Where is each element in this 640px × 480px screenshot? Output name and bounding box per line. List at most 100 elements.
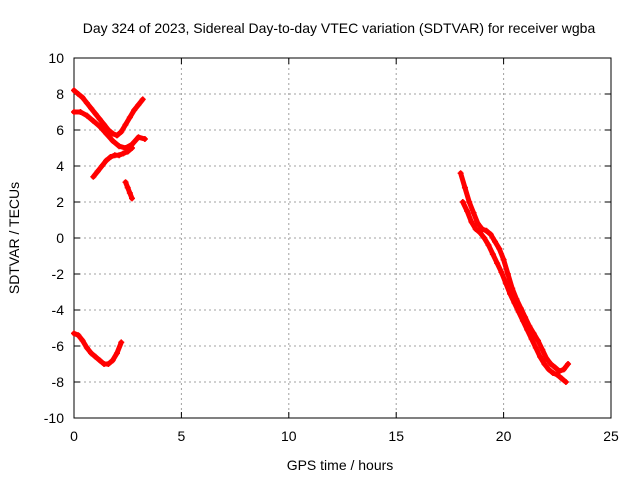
data-point <box>109 357 116 364</box>
data-point <box>77 109 84 115</box>
data-point <box>71 330 77 337</box>
data-point <box>459 199 466 205</box>
data-point <box>476 229 483 236</box>
data-point <box>496 245 503 252</box>
y-axis-label: SDTVAR / TECUs <box>6 182 22 294</box>
data-point <box>94 168 101 175</box>
data-point <box>118 128 125 135</box>
data-point <box>109 130 116 137</box>
data-point <box>75 332 82 339</box>
data-point <box>485 242 492 249</box>
data-point <box>464 208 471 214</box>
y-tick-label: 8 <box>56 86 64 102</box>
series-late-parallel-trace <box>459 199 569 385</box>
data-point <box>524 326 531 333</box>
data-point <box>103 157 110 164</box>
data-point <box>71 109 77 115</box>
data-point <box>457 170 464 177</box>
y-tick-label: 6 <box>56 122 64 138</box>
y-tick-label: -10 <box>44 410 64 426</box>
data-point <box>83 344 90 351</box>
x-tick-label: 20 <box>496 428 512 444</box>
data-point <box>83 100 90 106</box>
data-point <box>131 107 138 114</box>
x-tick-label: 5 <box>178 428 186 444</box>
data-point <box>565 361 572 367</box>
data-point <box>141 136 148 142</box>
data-point <box>90 173 97 180</box>
y-tick-label: -4 <box>52 302 65 318</box>
data-point <box>71 87 77 94</box>
data-point <box>494 260 501 267</box>
data-point <box>547 361 554 367</box>
data-point <box>113 350 120 357</box>
data-point <box>552 364 559 371</box>
data-point <box>539 346 546 353</box>
x-tick-label: 15 <box>388 428 404 444</box>
data-point <box>461 184 468 191</box>
axis-ticks: 0 5 10 15 20 25 -10 -8 -6 -4 -2 0 2 4 6 8 10 <box>44 50 619 444</box>
data-point <box>116 143 123 150</box>
data-point <box>96 123 103 130</box>
data-point <box>113 132 120 139</box>
data-point <box>88 350 95 357</box>
data-point <box>90 118 97 124</box>
data-point <box>519 317 526 324</box>
data-point <box>105 361 112 367</box>
data-point <box>532 344 539 351</box>
data-point <box>124 184 131 191</box>
data-point <box>472 226 479 232</box>
data-point <box>88 105 95 112</box>
x-tick-label: 10 <box>281 428 297 444</box>
grid-lines <box>74 58 611 418</box>
data-point <box>498 269 505 276</box>
data-point <box>511 299 518 306</box>
data-point <box>504 271 511 277</box>
data-point <box>507 290 514 297</box>
data-point <box>79 94 86 101</box>
data-points <box>71 87 572 385</box>
data-point <box>562 379 569 385</box>
y-tick-label: 4 <box>56 158 64 174</box>
x-tick-label: 25 <box>603 428 619 444</box>
data-point <box>489 251 496 258</box>
data-point <box>556 368 563 375</box>
data-point <box>492 238 499 245</box>
data-point <box>92 110 99 117</box>
data-point <box>470 209 477 216</box>
data-point <box>554 371 561 378</box>
data-point <box>528 335 535 342</box>
series-early-upper-trace <box>71 87 146 139</box>
data-point <box>101 121 108 128</box>
data-point <box>545 366 552 373</box>
data-point <box>543 355 550 362</box>
data-point <box>466 199 473 205</box>
y-tick-label: 2 <box>56 194 64 210</box>
data-point <box>126 190 133 196</box>
series-early-middle-trace <box>71 109 148 151</box>
data-point <box>500 256 507 263</box>
data-point <box>541 361 548 367</box>
data-point <box>515 308 522 315</box>
y-tick-label: -2 <box>52 266 65 282</box>
data-point <box>483 227 490 234</box>
data-point <box>487 231 494 238</box>
chart-title: Day 324 of 2023, Sidereal Day-to-day VTE… <box>83 20 596 36</box>
data-point <box>468 218 475 225</box>
data-point <box>128 145 135 151</box>
y-tick-label: 0 <box>56 230 64 246</box>
data-point <box>79 337 86 344</box>
series-early-lower-trace <box>90 145 135 180</box>
data-point <box>75 91 82 97</box>
data-point <box>124 148 131 155</box>
data-point <box>139 96 146 103</box>
data-point <box>558 375 565 382</box>
data-point <box>502 280 509 286</box>
x-axis-label: GPS time / hours <box>287 457 394 473</box>
data-point <box>103 130 110 137</box>
data-point <box>116 152 123 159</box>
series-early-negative-arc <box>71 330 125 367</box>
data-point <box>560 366 567 373</box>
data-point <box>96 116 103 123</box>
